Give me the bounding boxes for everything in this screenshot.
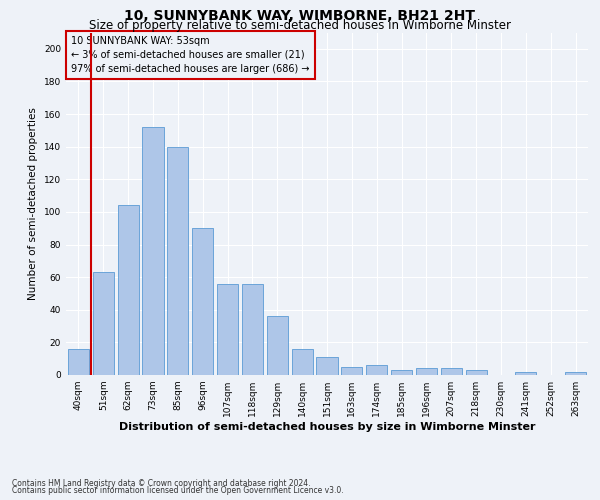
Text: 10 SUNNYBANK WAY: 53sqm
← 3% of semi-detached houses are smaller (21)
97% of sem: 10 SUNNYBANK WAY: 53sqm ← 3% of semi-det… xyxy=(71,36,310,74)
Bar xyxy=(93,272,114,375)
Y-axis label: Number of semi-detached properties: Number of semi-detached properties xyxy=(28,108,38,300)
Text: Contains public sector information licensed under the Open Government Licence v3: Contains public sector information licen… xyxy=(12,486,344,495)
Bar xyxy=(366,365,387,375)
Bar xyxy=(118,206,139,375)
Bar xyxy=(167,146,188,375)
Bar xyxy=(217,284,238,375)
Bar xyxy=(142,127,164,375)
Text: Size of property relative to semi-detached houses in Wimborne Minster: Size of property relative to semi-detach… xyxy=(89,19,511,32)
Bar xyxy=(466,370,487,375)
Text: 10, SUNNYBANK WAY, WIMBORNE, BH21 2HT: 10, SUNNYBANK WAY, WIMBORNE, BH21 2HT xyxy=(125,9,476,23)
Bar xyxy=(267,316,288,375)
Bar xyxy=(192,228,213,375)
Bar xyxy=(242,284,263,375)
Bar xyxy=(416,368,437,375)
Bar xyxy=(316,357,338,375)
Bar xyxy=(68,349,89,375)
Bar xyxy=(441,368,462,375)
Text: Contains HM Land Registry data © Crown copyright and database right 2024.: Contains HM Land Registry data © Crown c… xyxy=(12,478,311,488)
Bar xyxy=(292,349,313,375)
Bar xyxy=(515,372,536,375)
Bar xyxy=(341,367,362,375)
Bar xyxy=(565,372,586,375)
X-axis label: Distribution of semi-detached houses by size in Wimborne Minster: Distribution of semi-detached houses by … xyxy=(119,422,535,432)
Bar xyxy=(391,370,412,375)
